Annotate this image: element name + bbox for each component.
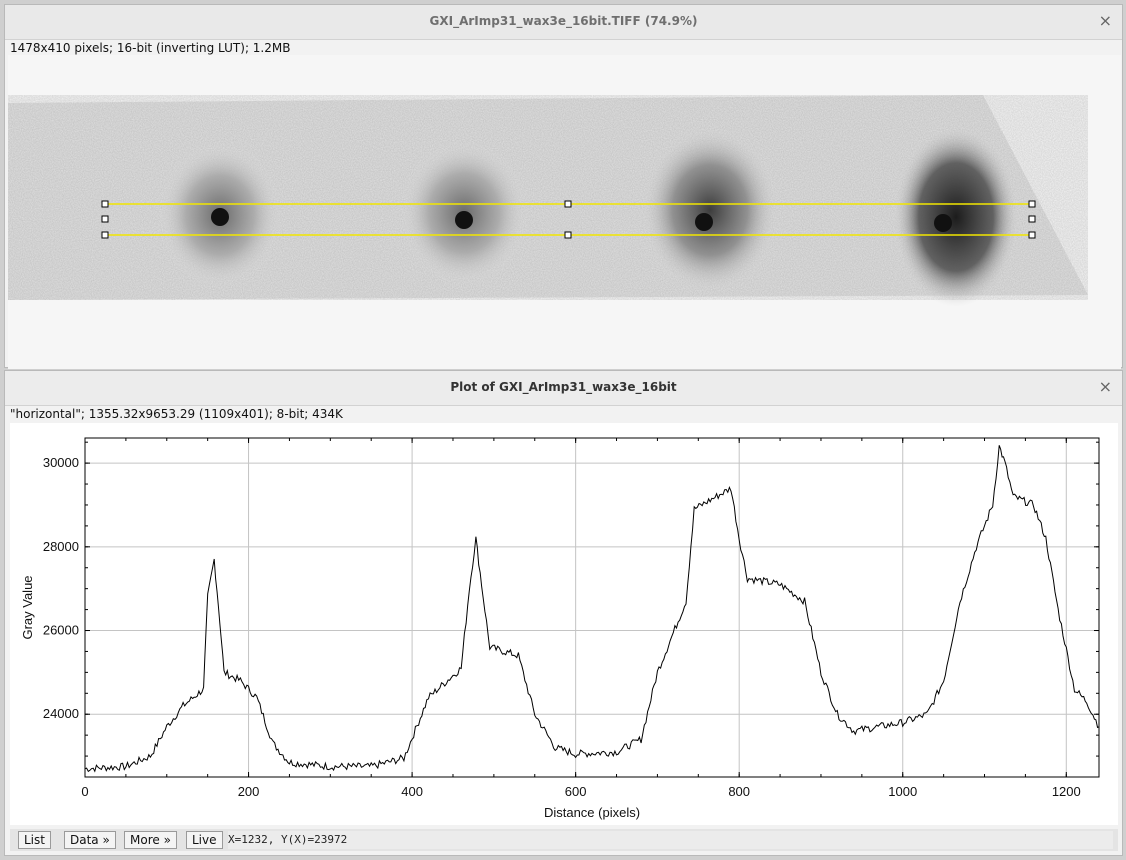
y-tick-label: 26000	[43, 623, 79, 638]
x-tick-label: 400	[401, 784, 423, 799]
coordinate-readout: X=1232, Y(X)=23972	[228, 831, 1113, 849]
gel-image[interactable]	[8, 55, 1121, 369]
plot-info: "horizontal"; 1355.32x9653.29 (1109x401)…	[10, 407, 343, 421]
y-axis-label: Gray Value	[20, 575, 35, 639]
plot-window-title: Plot of GXI_ArImp31_wax3e_16bit	[450, 380, 677, 394]
live-button[interactable]: Live	[186, 831, 223, 849]
more-button[interactable]: More »	[124, 831, 177, 849]
close-icon[interactable]: ×	[1098, 377, 1112, 396]
plot-frame	[84, 437, 1100, 778]
grid	[85, 438, 1099, 777]
image-canvas[interactable]	[8, 55, 1121, 369]
image-window-titlebar[interactable]: GXI_ArImp31_wax3e_16bit.TIFF (74.9%) ×	[5, 5, 1122, 40]
plot-window-titlebar[interactable]: Plot of GXI_ArImp31_wax3e_16bit ×	[5, 371, 1122, 406]
data-button[interactable]: Data »	[64, 831, 116, 849]
y-tick-label: 28000	[43, 539, 79, 554]
list-button[interactable]: List	[18, 831, 51, 849]
y-tick-label: 30000	[43, 455, 79, 470]
image-window-title: GXI_ArImp31_wax3e_16bit.TIFF (74.9%)	[429, 14, 698, 28]
plot-window: Plot of GXI_ArImp31_wax3e_16bit × "horiz…	[4, 370, 1123, 856]
selection-roi[interactable]	[101, 200, 1036, 239]
x-tick-label: 200	[238, 784, 260, 799]
y-tick-label: 24000	[43, 706, 79, 721]
axis-ticks: 0 200 400 600 800 1000 1200 24000 26000 28000 3000…	[43, 438, 1099, 799]
plot-area[interactable]: 0 200 400 600 800 1000 1200 24000 26000 28000 3000…	[10, 423, 1118, 825]
x-axis-label: Distance (pixels)	[544, 805, 640, 820]
x-tick-label: 800	[728, 784, 750, 799]
profile-plot[interactable]: 0 200 400 600 800 1000 1200 24000 26000 28000 3000…	[10, 423, 1118, 825]
image-info: 1478x410 pixels; 16-bit (inverting LUT);…	[10, 41, 291, 55]
x-tick-label: 600	[565, 784, 587, 799]
x-tick-label: 1200	[1052, 784, 1081, 799]
x-tick-label: 1000	[888, 784, 917, 799]
image-window: GXI_ArImp31_wax3e_16bit.TIFF (74.9%) × 1…	[4, 4, 1123, 369]
plot-toolbar: List Data » More » Live X=1232, Y(X)=239…	[10, 829, 1118, 851]
x-tick-label: 0	[81, 784, 88, 799]
profile-line	[84, 445, 1100, 773]
close-icon[interactable]: ×	[1098, 11, 1112, 30]
spot-4	[894, 127, 1018, 307]
spot-3	[642, 128, 778, 292]
